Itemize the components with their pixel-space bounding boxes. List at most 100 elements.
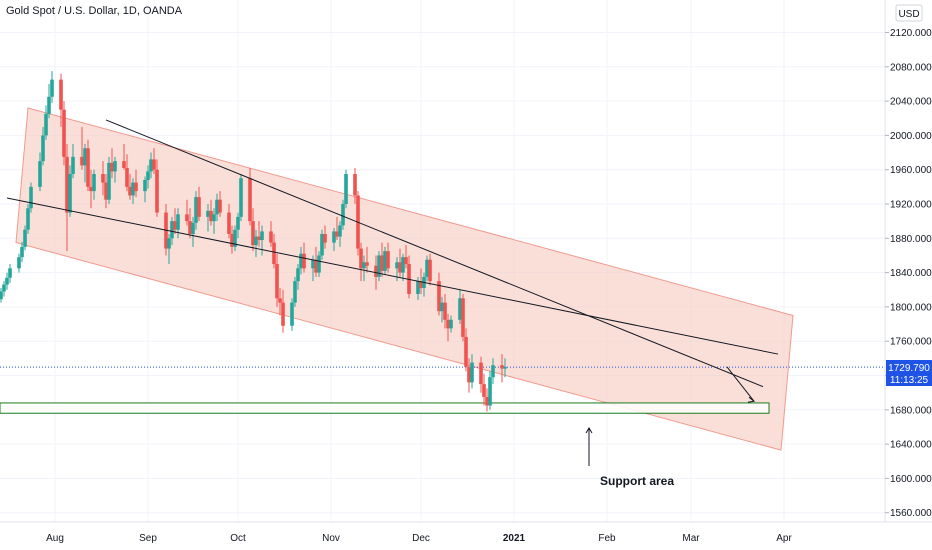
candle: [353, 167, 357, 204]
candle: [167, 234, 171, 265]
projection-arrow-head: [747, 396, 756, 403]
last-price-badge: 1729.790 11:13:25: [886, 360, 932, 386]
currency-label: USD: [898, 9, 919, 20]
candle-body: [443, 302, 447, 320]
candle-body: [44, 113, 48, 136]
candle-body: [218, 199, 222, 213]
candle: [65, 143, 69, 252]
candle-body: [104, 182, 108, 200]
candle-body: [467, 366, 471, 383]
candle-body: [251, 221, 255, 246]
candle: [41, 126, 45, 166]
bar-countdown: 11:13:25: [890, 375, 929, 386]
candle: [143, 176, 147, 203]
candle-body: [0, 291, 3, 300]
candle-body: [260, 231, 264, 241]
projection-arrow-line[interactable]: [726, 366, 755, 402]
candle-body: [83, 148, 87, 166]
candle: [191, 216, 195, 247]
candle-body: [152, 159, 156, 170]
candle-body: [239, 178, 243, 217]
candle: [110, 148, 114, 179]
price-tick-label: 1800.000: [890, 302, 932, 313]
candle-body: [404, 257, 408, 265]
price-tick-label: 1560.000: [890, 508, 932, 519]
candle: [440, 296, 444, 323]
candle-body: [107, 162, 111, 200]
time-tick-label: Dec: [412, 533, 430, 544]
upper-trendline[interactable]: [105, 119, 764, 388]
candle: [281, 289, 285, 333]
candle: [38, 152, 42, 192]
candle-body: [110, 162, 114, 172]
candle-body: [92, 173, 96, 192]
candle: [26, 204, 30, 235]
candle-body: [302, 253, 306, 269]
candle: [479, 356, 483, 393]
candle-body: [188, 221, 192, 235]
candle-body: [206, 210, 210, 217]
price-axis[interactable]: [885, 0, 932, 522]
candle-body: [374, 265, 378, 277]
candle: [341, 199, 345, 230]
candle: [89, 169, 93, 209]
candle-body: [29, 186, 33, 209]
candle: [173, 208, 177, 235]
candle: [332, 228, 336, 252]
candle-body: [491, 365, 495, 378]
candle: [272, 234, 276, 269]
price-tick-label: 1760.000: [890, 337, 932, 348]
time-axis[interactable]: [0, 522, 932, 550]
candle-body: [134, 182, 138, 192]
drawings-layer: [0, 107, 885, 451]
candle: [338, 221, 342, 247]
candle: [104, 173, 108, 209]
support-area-box[interactable]: [0, 402, 770, 414]
chart-title: Gold Spot / U.S. Dollar, 1D, OANDA: [6, 5, 183, 17]
price-tick-label: 1920.000: [890, 200, 932, 211]
candle-body: [41, 135, 45, 162]
descending-channel[interactable]: [15, 107, 794, 451]
candle-body: [419, 281, 423, 289]
candle-body: [89, 186, 93, 192]
candle-body: [317, 255, 321, 273]
candle-body: [128, 186, 132, 196]
candle: [257, 221, 261, 247]
candle-body: [62, 109, 66, 157]
candle: [92, 169, 96, 200]
candle: [128, 173, 132, 200]
candle-body: [50, 79, 54, 97]
candle-body: [380, 255, 384, 271]
price-tick-label: 1680.000: [890, 405, 932, 416]
candle: [131, 178, 135, 204]
candle-body: [26, 208, 30, 230]
lower-trendline[interactable]: [6, 197, 779, 355]
candle-body: [122, 161, 126, 168]
candle-body: [425, 259, 429, 277]
candle-body: [59, 79, 63, 110]
candle-body: [230, 234, 234, 247]
candle-body: [314, 259, 318, 273]
candle: [239, 173, 243, 222]
candle: [215, 193, 219, 222]
candle: [113, 156, 117, 183]
candle: [101, 161, 105, 196]
currency-button[interactable]: USD: [895, 4, 923, 22]
candle: [335, 216, 339, 241]
candle-body: [428, 259, 432, 282]
candle: [44, 105, 48, 140]
candle: [17, 253, 21, 273]
candle: [503, 358, 507, 378]
candle-body: [278, 298, 282, 303]
candle-body: [377, 255, 381, 277]
candle-body: [23, 229, 27, 247]
candle-body: [485, 396, 489, 406]
candle-body: [416, 281, 420, 295]
candle: [23, 225, 27, 251]
price-tick-label: 2120.000: [890, 28, 932, 39]
candle-body: [296, 268, 300, 282]
candle-body: [146, 171, 150, 180]
candle: [8, 264, 12, 283]
candle: [446, 313, 450, 342]
